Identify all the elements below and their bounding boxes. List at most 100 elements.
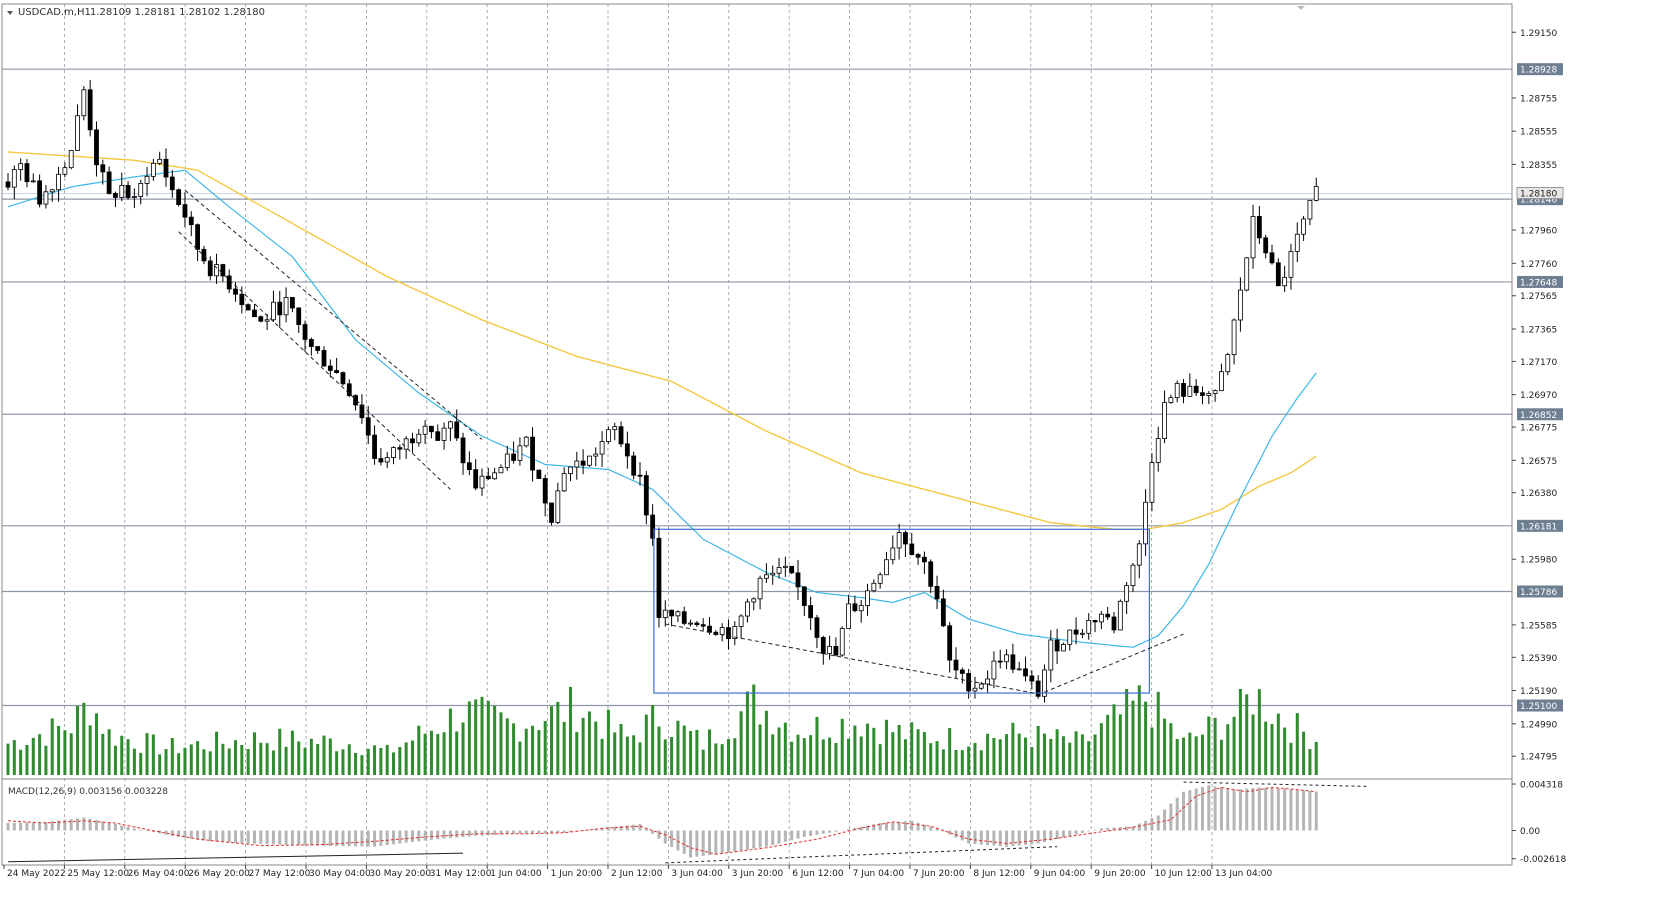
macd-hist-bar (745, 830, 749, 850)
macd-hist-bar (1289, 789, 1293, 831)
volume-bar (1182, 737, 1186, 775)
candle-body (100, 164, 106, 173)
volume-bar (284, 746, 288, 775)
volume-bar (600, 738, 604, 775)
volume-bar (834, 743, 838, 775)
volume-bar (265, 743, 269, 775)
macd-hist-bar (1144, 820, 1148, 831)
volume-bar (853, 725, 857, 775)
collapse-triangle-icon[interactable] (7, 11, 13, 15)
macd-hist-bar (196, 830, 200, 840)
volume-bar (1251, 714, 1255, 775)
macd-hist-bar (398, 830, 402, 844)
macd-hist-bar (1251, 788, 1255, 831)
candle-body (599, 441, 605, 455)
candle-body (530, 436, 535, 471)
volume-bar (392, 752, 396, 775)
candle-body (549, 502, 554, 523)
candle-body (959, 669, 965, 674)
macd-hist-bar (259, 830, 263, 844)
macd-hist-bar (1308, 791, 1312, 831)
candle-body (1155, 438, 1161, 463)
candle-body (49, 189, 55, 193)
volume-bar (196, 741, 200, 775)
macd-hist-bar (1213, 786, 1217, 831)
macd-hist-bar (63, 819, 67, 831)
macd-label: MACD(12,26,9) 0.003156 0.003228 (8, 787, 168, 797)
macd-hist-bar (215, 830, 219, 842)
volume-bar (537, 730, 541, 775)
volume-bar (366, 748, 370, 775)
candle-body (991, 660, 997, 680)
macd-hist-bar (935, 828, 939, 831)
candle-body (896, 532, 902, 549)
x-tick-label: 7 Jun 20:00 (913, 869, 965, 879)
candle-body (1162, 402, 1167, 439)
volume-bar (88, 725, 92, 775)
volume-bar (1276, 713, 1280, 775)
macd-hist-bar (278, 830, 282, 845)
macd-hist-bar (651, 830, 655, 834)
volume-bar (1257, 689, 1261, 775)
candle-body (1029, 675, 1035, 682)
volume-bar (50, 718, 54, 775)
candle-body (188, 216, 194, 226)
volume-bar (101, 733, 105, 775)
candle-body (346, 383, 352, 396)
volume-bar (758, 724, 762, 775)
volume-bar (1030, 747, 1034, 775)
macd-hist-bar (499, 830, 503, 835)
macd-hist-bar (76, 818, 80, 831)
macd-hist-bar (126, 826, 130, 831)
macd-hist-bar (183, 830, 187, 838)
candle-body (24, 163, 30, 183)
candle-body (1288, 250, 1294, 278)
candle-body (1307, 199, 1313, 220)
macd-hist-bar (764, 830, 768, 847)
macd-hist-bar (708, 830, 712, 856)
volume-bar (474, 699, 478, 775)
macd-hist-bar (1112, 827, 1116, 831)
volume-bar (587, 711, 591, 775)
candle-body (429, 425, 434, 433)
macd-hist-bar (486, 830, 490, 836)
macd-y-tick-label: 0.004318 (1520, 781, 1563, 791)
macd-hist-bar (556, 830, 560, 833)
macd-hist-bar (897, 821, 901, 831)
level-label-bg (1517, 63, 1563, 76)
macd-hist-bar (436, 830, 440, 840)
volume-bar (1175, 739, 1179, 775)
volume-bar (1080, 734, 1084, 775)
macd-hist-bar (328, 830, 332, 846)
macd-hist-bar (455, 830, 459, 838)
candle-body (738, 615, 744, 627)
macd-hist-bar (531, 830, 535, 834)
macd-hist-bar (802, 830, 806, 837)
scroll-marker-icon[interactable] (1297, 6, 1305, 10)
candle-body (226, 275, 232, 290)
candle-body (612, 426, 618, 431)
macd-hist-bar (1131, 826, 1135, 831)
candle-body (681, 611, 687, 624)
macd-hist-bar (461, 830, 465, 837)
macd-hist-bar (866, 825, 870, 831)
macd-hist-bar (1257, 787, 1261, 831)
macd-hist-bar (1030, 830, 1034, 845)
volume-bar (1049, 738, 1053, 775)
volume-bar (373, 745, 377, 775)
macd-hist-bar (1226, 788, 1230, 831)
volume-bar (1087, 741, 1091, 775)
volume-bar (954, 749, 958, 775)
volume-bar (815, 716, 819, 775)
level-label-bg (1517, 408, 1563, 421)
candle-body (1067, 629, 1073, 645)
y-tick-label: 1.25585 (1520, 621, 1557, 631)
x-tick-label: 13 Jun 04:00 (1215, 869, 1272, 879)
volume-bar (550, 706, 554, 775)
macd-hist-bar (1207, 785, 1211, 831)
volume-bar (783, 722, 787, 775)
ma-fast-line (7, 169, 1317, 648)
candle-body (30, 180, 36, 183)
